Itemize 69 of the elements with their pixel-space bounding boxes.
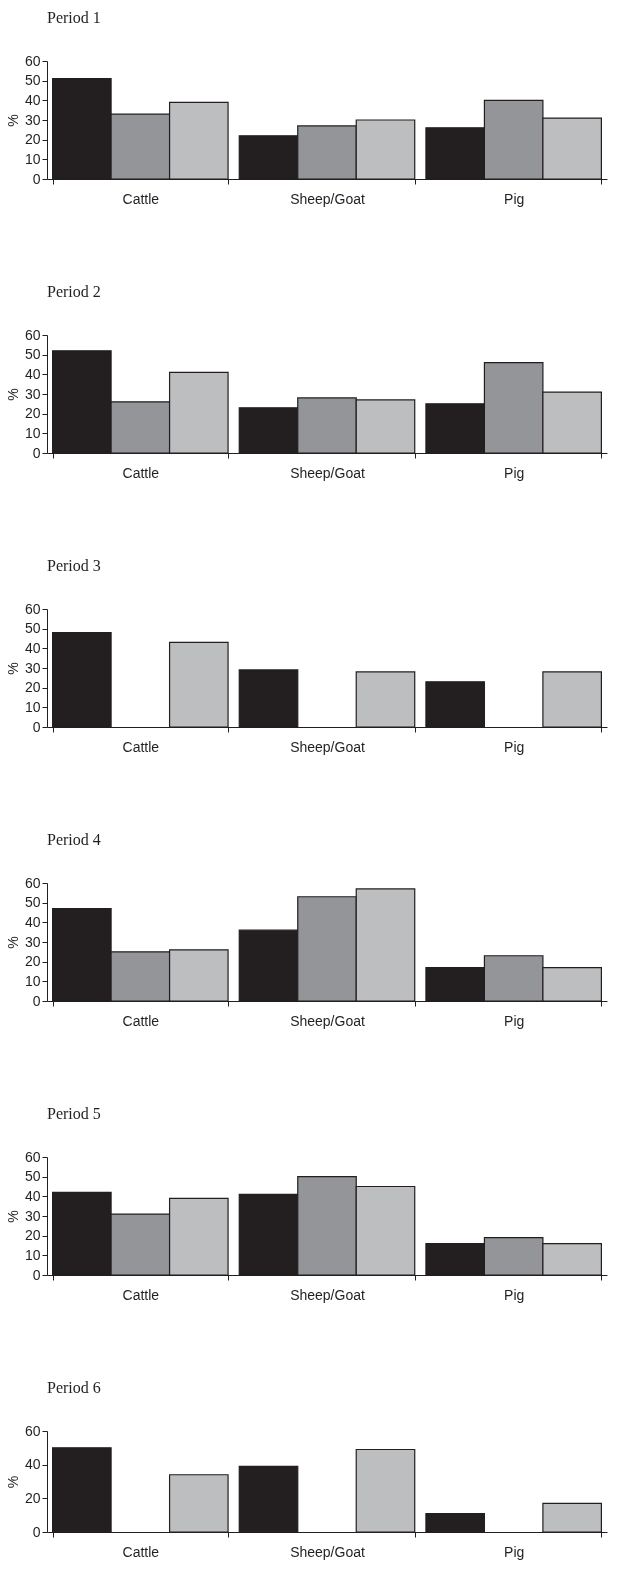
x-tick-label: Pig xyxy=(504,464,525,481)
x-tick-label: Cattle xyxy=(122,464,160,481)
y-tick-label: 50 xyxy=(24,346,41,363)
y-axis-title: % xyxy=(4,388,21,401)
y-tick-label: 60 xyxy=(24,52,41,69)
y-tick-label: 40 xyxy=(24,365,41,382)
y-tick-label: 60 xyxy=(24,1148,41,1165)
y-tick-label: 50 xyxy=(24,620,41,637)
x-tick-label: Sheep/Goat xyxy=(290,1543,365,1560)
y-tick-label: 40 xyxy=(24,1456,41,1473)
y-tick-label: 60 xyxy=(24,600,41,617)
x-tick-label: Cattle xyxy=(122,1543,160,1560)
y-tick-label: 30 xyxy=(24,385,41,402)
y-tick-label: 0 xyxy=(32,1523,41,1540)
y-tick-label: 40 xyxy=(24,1187,41,1204)
y-tick-label: 10 xyxy=(24,150,41,167)
y-tick-label: 60 xyxy=(24,874,41,891)
chart-title: Period 6 xyxy=(47,1379,101,1396)
y-tick-label: 0 xyxy=(32,444,41,461)
y-tick-label: 30 xyxy=(24,933,41,950)
y-tick-label: 20 xyxy=(24,679,41,696)
y-tick-label: 50 xyxy=(24,72,41,89)
y-tick-label: 20 xyxy=(24,953,41,970)
chart-title: Period 2 xyxy=(47,283,101,300)
x-tick-label: Pig xyxy=(504,1543,525,1560)
y-tick-label: 0 xyxy=(32,992,41,1009)
y-tick-label: 0 xyxy=(32,170,41,187)
y-axis-title: % xyxy=(4,114,21,127)
y-tick-label: 10 xyxy=(24,424,41,441)
y-tick-label: 60 xyxy=(24,326,41,343)
y-axis-title: % xyxy=(4,1210,21,1223)
x-tick-label: Sheep/Goat xyxy=(290,738,365,755)
y-tick-label: 30 xyxy=(24,1207,41,1224)
y-tick-label: 20 xyxy=(24,131,41,148)
x-tick-label: Sheep/Goat xyxy=(290,464,365,481)
y-axis-title: % xyxy=(4,1475,21,1489)
x-tick-label: Pig xyxy=(504,738,525,755)
x-tick-label: Cattle xyxy=(122,1286,160,1303)
y-tick-label: 50 xyxy=(24,1168,41,1185)
y-tick-label: 40 xyxy=(24,913,41,930)
x-tick-label: Pig xyxy=(504,190,525,207)
y-tick-label: 10 xyxy=(24,1246,41,1263)
chart-title: Period 1 xyxy=(47,9,101,26)
y-tick-label: 10 xyxy=(24,972,41,989)
y-tick-label: 50 xyxy=(24,894,41,911)
chart-title: Period 3 xyxy=(47,557,101,574)
x-tick-label: Pig xyxy=(504,1012,525,1029)
y-tick-label: 20 xyxy=(24,405,41,422)
y-axis-title: % xyxy=(4,936,21,949)
x-tick-label: Sheep/Goat xyxy=(290,190,365,207)
x-tick-label: Cattle xyxy=(122,1012,160,1029)
y-tick-label: 60 xyxy=(24,1422,41,1439)
x-tick-label: Pig xyxy=(504,1286,525,1303)
y-tick-label: 20 xyxy=(24,1227,41,1244)
y-tick-label: 40 xyxy=(24,639,41,656)
y-axis-title: % xyxy=(4,662,21,675)
y-tick-label: 30 xyxy=(24,659,41,676)
chart-title: Period 5 xyxy=(47,1105,101,1122)
x-tick-label: Sheep/Goat xyxy=(290,1012,365,1029)
y-tick-label: 0 xyxy=(32,1266,41,1283)
y-tick-label: 30 xyxy=(24,111,41,128)
y-tick-label: 40 xyxy=(24,91,41,108)
x-tick-label: Cattle xyxy=(122,738,160,755)
y-tick-label: 10 xyxy=(24,698,41,715)
y-tick-label: 0 xyxy=(32,718,41,735)
chart-title: Period 4 xyxy=(47,831,101,848)
x-tick-label: Sheep/Goat xyxy=(290,1286,365,1303)
y-tick-label: 20 xyxy=(24,1489,41,1506)
x-tick-label: Cattle xyxy=(122,190,160,207)
